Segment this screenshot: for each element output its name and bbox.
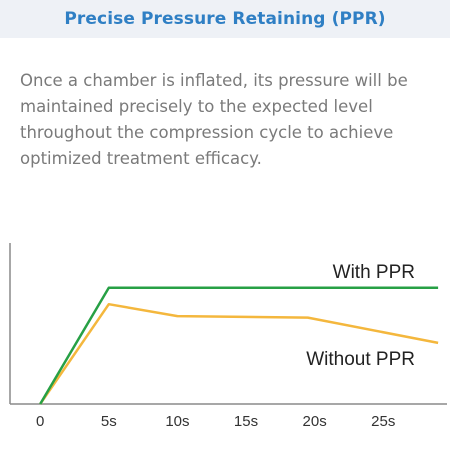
x-tick-label: 15s <box>234 413 258 430</box>
page-title: Precise Pressure Retaining (PPR) <box>64 9 386 29</box>
series-label-with-ppr: With PPR <box>333 262 415 283</box>
series-label-without-ppr: Without PPR <box>306 349 415 370</box>
x-tick-label: 10s <box>165 413 189 430</box>
series-line-without-ppr <box>39 302 439 405</box>
x-tick-label: 5s <box>101 413 117 430</box>
x-tick-label: 20s <box>303 413 327 430</box>
x-tick-label: 0 <box>36 413 44 430</box>
description-text: Once a chamber is inflated, its pressure… <box>20 71 408 168</box>
pressure-chart: 0 5s 10s 15s 20s 25s With PPR Without PPR <box>9 243 447 430</box>
header-bar: Precise Pressure Retaining (PPR) <box>0 0 450 38</box>
series-line-with-ppr <box>39 286 439 405</box>
x-tick-label: 25s <box>371 413 395 430</box>
